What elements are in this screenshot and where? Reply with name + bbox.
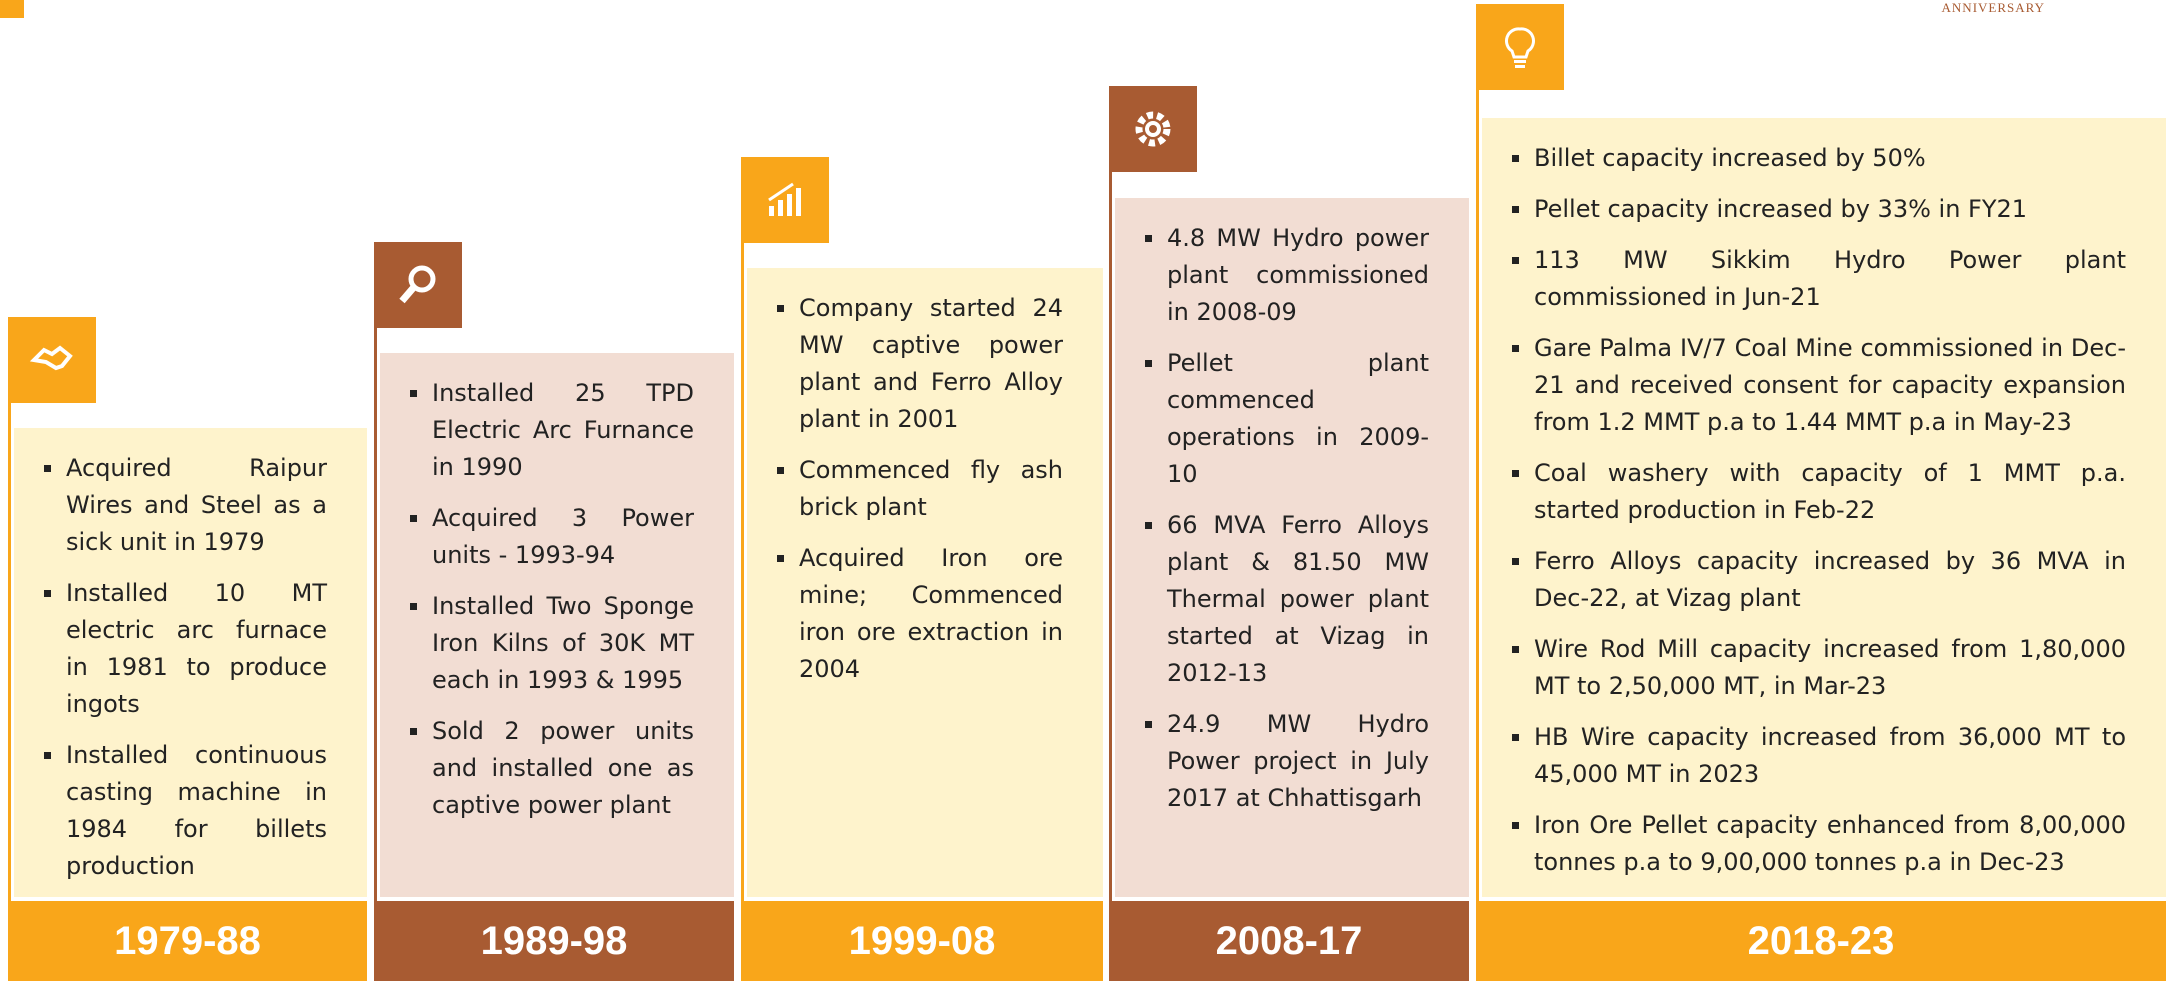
item: Gare Palma IV/7 Coal Mine commissioned i… [1512, 330, 2126, 441]
icon [1109, 86, 1197, 172]
content-box: Installed 25 TPD Electric Arc Furnance i… [380, 353, 734, 897]
timeline-line [1476, 4, 1479, 901]
content-box: Acquired Raipur Wires and Steel as a sic… [14, 428, 367, 897]
item: 113 MW Sikkim Hydro Power plant commissi… [1512, 242, 2126, 316]
item: Iron Ore Pellet capacity enhanced from 8… [1512, 807, 2126, 881]
period-bar: 1979-88 [8, 901, 367, 981]
corner-text: ANNIVERSARY [1941, 0, 2045, 15]
item: Installed 10 MT electric arc furnace in … [44, 575, 327, 723]
icon [8, 317, 96, 403]
icon-glyph [29, 345, 73, 371]
icon [374, 242, 462, 328]
item: Installed continuous casting machine in … [44, 737, 327, 885]
timeline-line [374, 242, 377, 901]
timeline-line [741, 157, 744, 901]
item: Pellet capacity increased by 33% in FY21 [1512, 191, 2126, 228]
item: Sold 2 power units and installed one as … [410, 713, 694, 824]
item: Installed Two Sponge Iron Kilns of 30K M… [410, 588, 694, 699]
item: 66 MVA Ferro Alloys plant & 81.50 MW The… [1145, 507, 1429, 692]
item: Wire Rod Mill capacity increased from 1,… [1512, 631, 2126, 705]
item-list: Installed 25 TPD Electric Arc Furnance i… [410, 375, 694, 824]
item: Commenced fly ash brick plant [777, 452, 1063, 526]
item: 24.9 MW Hydro Power project in July 2017… [1145, 706, 1429, 817]
content-box: Billet capacity increased by 50% Pellet c… [1482, 118, 2166, 897]
item: HB Wire capacity increased from 36,000 M… [1512, 719, 2126, 793]
item: Acquired 3 Power units - 1993-94 [410, 500, 694, 574]
icon [741, 157, 829, 243]
content-box: Company started 24 MW captive power plan… [747, 268, 1103, 897]
period-bar: 1989-98 [374, 901, 734, 981]
item-list: Billet capacity increased by 50% Pellet c… [1512, 140, 2126, 881]
item: Acquired Iron ore mine; Commenced iron o… [777, 540, 1063, 688]
content-box: 4.8 MW Hydro power plant commissioned in… [1115, 198, 1469, 897]
icon-glyph [1135, 111, 1171, 147]
period-bar: 2008-17 [1109, 901, 1469, 981]
item-list: Acquired Raipur Wires and Steel as a sic… [44, 450, 327, 885]
icon [1476, 4, 1564, 90]
item: 4.8 MW Hydro power plant commissioned in… [1145, 220, 1429, 331]
item: Billet capacity increased by 50% [1512, 140, 2126, 177]
icon-glyph [768, 182, 801, 216]
item: Acquired Raipur Wires and Steel as a sic… [44, 450, 327, 561]
corner-mark [0, 0, 24, 18]
timeline-line [1109, 86, 1112, 901]
item-list: 4.8 MW Hydro power plant commissioned in… [1145, 220, 1429, 817]
item: Company started 24 MW captive power plan… [777, 290, 1063, 438]
item: Pellet plant commenced operations in 200… [1145, 345, 1429, 493]
item: Coal washery with capacity of 1 MMT p.a.… [1512, 455, 2126, 529]
item: Ferro Alloys capacity increased by 36 MV… [1512, 543, 2126, 617]
item-list: Company started 24 MW captive power plan… [777, 290, 1063, 688]
timeline-line [8, 317, 11, 901]
icon-glyph [399, 265, 436, 304]
icon-glyph [1505, 27, 1535, 68]
period-bar: 1999-08 [741, 901, 1103, 981]
period-bar: 2018-23 [1476, 901, 2166, 981]
item: Installed 25 TPD Electric Arc Furnance i… [410, 375, 694, 486]
